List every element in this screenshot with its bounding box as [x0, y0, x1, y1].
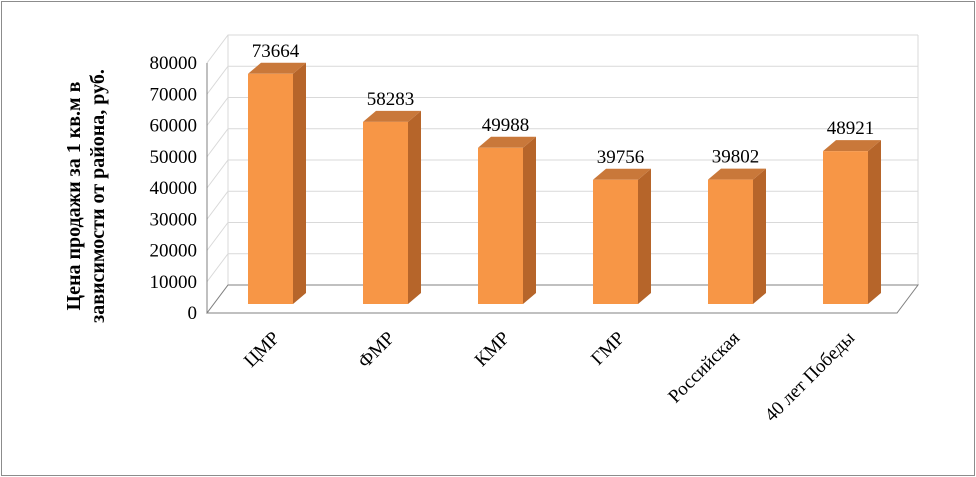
data-label: 39756 — [597, 147, 645, 168]
bar-front — [248, 73, 293, 304]
y-tick-label: 0 — [188, 303, 198, 324]
y-tick-label: 40000 — [150, 178, 198, 199]
category-labels: ЦМР ФМР КМР ГМР Российская 40 лет Победы — [240, 328, 859, 426]
bar-top — [248, 62, 306, 74]
y-axis-title: Цена продажи за 1 кв.м в зависимости от р… — [63, 69, 109, 323]
bar-side — [523, 136, 536, 304]
y-tick-label: 60000 — [150, 116, 198, 137]
chart-floor — [206, 63, 919, 314]
data-label: 39802 — [712, 147, 760, 168]
floor-outline — [206, 284, 919, 314]
bars — [248, 62, 881, 304]
bar-side — [753, 168, 766, 304]
category-label: ФМР — [354, 328, 399, 373]
data-label: 49988 — [482, 115, 530, 136]
gridline — [206, 159, 918, 189]
bar-top — [708, 168, 766, 180]
y-tick-label: 20000 — [150, 241, 198, 262]
data-label: 48921 — [827, 118, 875, 139]
data-label: 73664 — [252, 41, 300, 62]
gridline — [206, 65, 918, 95]
bar — [823, 140, 881, 304]
bar — [248, 62, 306, 304]
bar-front — [708, 179, 753, 304]
y-tick-label: 30000 — [150, 209, 198, 230]
bar — [478, 136, 536, 304]
gridline — [206, 190, 918, 220]
y-axis-title-line: зависимости от района, руб. — [87, 69, 109, 323]
bar — [708, 168, 766, 304]
y-tick-label: 10000 — [150, 272, 198, 293]
gridline — [206, 222, 918, 251]
gridlines — [206, 34, 919, 314]
bar-front — [593, 179, 638, 304]
bar-top — [823, 140, 881, 152]
y-axis-title-line: Цена продажи за 1 кв.м в — [63, 81, 85, 310]
gridline — [206, 128, 918, 158]
bar-top — [478, 136, 536, 148]
gridline — [206, 34, 918, 64]
y-tick-label: 50000 — [150, 147, 198, 168]
bar-front — [363, 121, 408, 304]
bar-front — [823, 151, 868, 304]
bar-side — [868, 140, 881, 304]
data-label: 58283 — [367, 89, 415, 110]
gridline — [206, 97, 918, 126]
category-label: Российская — [664, 328, 744, 408]
bar-side — [638, 168, 651, 304]
category-label: КМР — [471, 328, 514, 371]
bar-front — [478, 147, 523, 304]
bar-top — [593, 168, 651, 180]
bar-top — [363, 110, 421, 122]
bar — [363, 110, 421, 304]
category-label: ЦМР — [240, 328, 284, 372]
gridline — [206, 253, 918, 283]
data-labels: 73664 58283 49988 39756 39802 48921 — [252, 41, 875, 168]
bar-side — [408, 110, 421, 304]
category-label: ГМР — [587, 328, 629, 370]
y-tick-label: 80000 — [150, 53, 198, 74]
bar-side — [293, 62, 306, 304]
y-tick-label: 70000 — [150, 84, 198, 105]
category-label: 40 лет Победы — [761, 328, 859, 426]
gridline — [206, 284, 918, 314]
y-axis-ticks: 0 10000 20000 30000 40000 50000 60000 70000 8000… — [150, 53, 198, 324]
bar — [593, 168, 651, 304]
